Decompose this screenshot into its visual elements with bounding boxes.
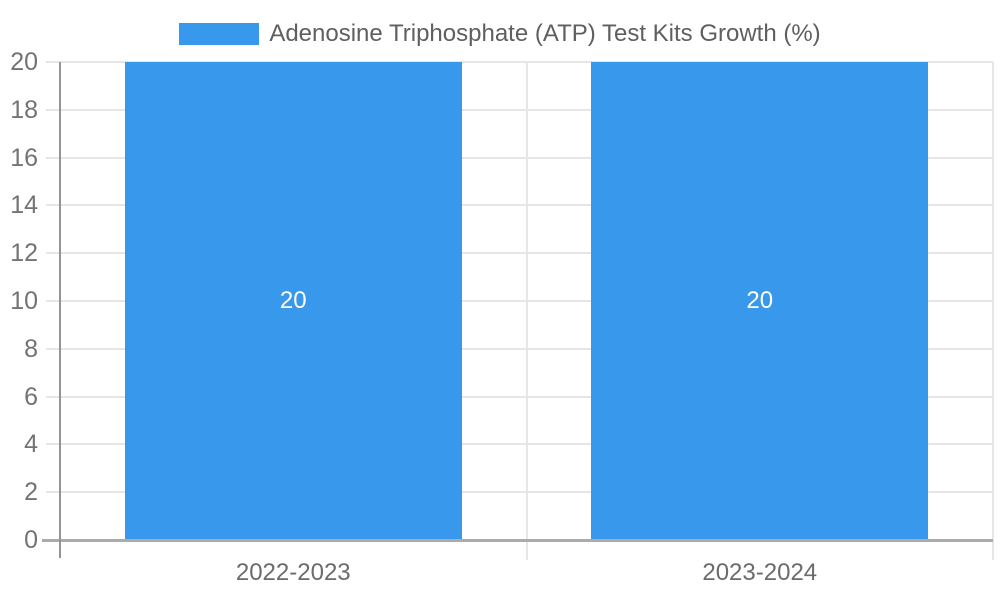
- y-tick-label: 10: [10, 287, 38, 315]
- y-tick-label: 0: [24, 526, 38, 554]
- x-tick-label: 2023-2024: [702, 559, 818, 586]
- x-tick-label: 2022-2023: [235, 559, 351, 586]
- y-tick-label: 12: [10, 239, 38, 268]
- legend-label[interactable]: Adenosine Triphosphate (ATP) Test Kits G…: [269, 20, 821, 47]
- y-tick-label: 4: [24, 430, 38, 459]
- gridline-y-14: [46, 204, 993, 207]
- gridline-y-4: [46, 443, 993, 446]
- gridline-y-20: [46, 61, 993, 63]
- gridline-x-1: [525, 62, 528, 560]
- y-tick-label: 2: [24, 478, 38, 507]
- y-tick-label: 20: [10, 48, 38, 76]
- legend: Adenosine Triphosphate (ATP) Test Kits G…: [0, 20, 1000, 48]
- x-axis-line: [42, 538, 993, 542]
- bar-value-label: 20: [746, 287, 774, 314]
- y-tick-label: 8: [24, 334, 38, 363]
- gridline-y-10: [46, 300, 993, 302]
- gridline-y-18: [46, 108, 993, 111]
- plot-area: 20 20: [42, 61, 994, 560]
- gridline-x-2: [992, 62, 994, 560]
- y-tick-label: 18: [10, 95, 38, 124]
- gridline-y-8: [46, 347, 993, 350]
- bar-2022-2023[interactable]: [124, 62, 462, 540]
- gridline-y-6: [46, 395, 993, 398]
- y-axis-line: [59, 62, 61, 558]
- gridline-y-16: [46, 156, 993, 159]
- gridline-y-12: [46, 252, 993, 255]
- y-tick-label: 6: [24, 382, 38, 411]
- bar-value-label: 20: [279, 287, 307, 314]
- y-tick-label: 16: [10, 143, 38, 172]
- y-tick-label: 14: [10, 191, 38, 220]
- gridline-y-2: [46, 491, 993, 494]
- legend-swatch[interactable]: [179, 23, 260, 45]
- bar-2023-2024[interactable]: [591, 62, 929, 540]
